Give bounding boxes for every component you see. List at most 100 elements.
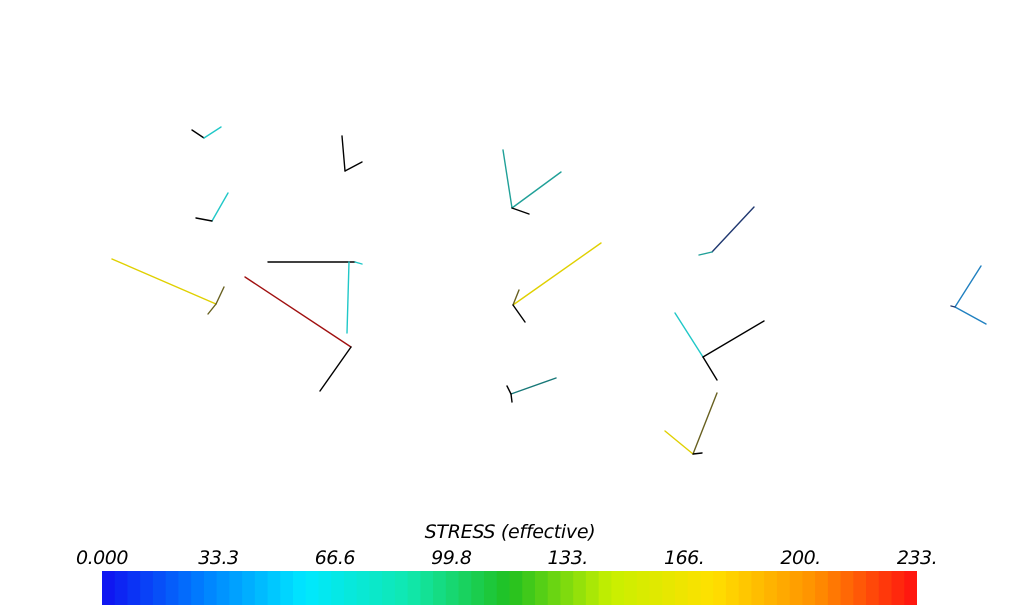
beam-segment (950, 305, 956, 308)
legend-tick-label: 200. (780, 547, 821, 569)
colorbar-cell (700, 571, 714, 605)
colorbar-cell (776, 571, 791, 605)
beam-segment (341, 135, 346, 172)
legend-tick-label: 233. (896, 547, 938, 569)
beam-segment (346, 261, 350, 334)
colorbar-cell (407, 571, 421, 605)
beam-segment (510, 393, 513, 403)
colorbar-cell (280, 571, 294, 605)
colorbar-cell (471, 571, 485, 605)
colorbar-cell (560, 571, 574, 605)
legend-tick-label: 66.6 (314, 547, 356, 569)
colorbar-cell (827, 571, 842, 605)
colorbar-cell (496, 571, 511, 605)
beam-segment (244, 276, 352, 348)
colorbar-cell (433, 571, 447, 605)
beam-segment (510, 377, 557, 395)
colorbar-cell (127, 571, 141, 605)
colorbar-cell (267, 571, 281, 605)
beam-segment (344, 161, 363, 172)
beam-segment (111, 258, 217, 305)
colorbar-cell (815, 571, 829, 605)
colorbar-cell (802, 571, 816, 605)
colorbar (102, 571, 917, 605)
beam-segment (354, 261, 363, 265)
beam-segment (207, 303, 217, 315)
colorbar-cell (242, 571, 256, 605)
colorbar-cell (165, 571, 179, 605)
colorbar-cell (369, 571, 383, 605)
beam-segment (954, 265, 982, 308)
legend-tick-label: 133. (547, 547, 589, 569)
colorbar-cell (573, 571, 587, 605)
colorbar-cell (764, 571, 778, 605)
colorbar-cell (636, 571, 651, 605)
colorbar-cell (356, 571, 371, 605)
beam-segment (511, 207, 530, 215)
colorbar-cell (751, 571, 765, 605)
colorbar-cell (254, 571, 269, 605)
colorbar-cell (866, 571, 880, 605)
colorbar-cell (318, 571, 332, 605)
beam-segment (195, 217, 213, 222)
colorbar-cell (191, 571, 205, 605)
beam-segment (692, 452, 703, 455)
colorbar-cell (522, 571, 536, 605)
colorbar-cell (229, 571, 243, 605)
colorbar-cell (840, 571, 854, 605)
colorbar-cell (178, 571, 192, 605)
colorbar-cell (102, 571, 116, 605)
beam-segment (954, 306, 987, 325)
colorbar-cell (458, 571, 472, 605)
colorbar-cell (624, 571, 638, 605)
colorbar-cell (114, 571, 129, 605)
beam-segment (512, 242, 602, 306)
legend-tick-label: 99.8 (431, 547, 472, 569)
colorbar-cell (687, 571, 702, 605)
colorbar-cell (140, 571, 154, 605)
legend-title: STRESS (effective) (424, 521, 596, 543)
colorbar-cell (725, 571, 740, 605)
beam-segment (692, 392, 718, 455)
beam-segment (319, 346, 352, 392)
legend-tick-label: 0.000 (76, 547, 128, 569)
beam-segment (674, 312, 704, 358)
colorbar-cell (420, 571, 434, 605)
colorbar-cell (293, 571, 307, 605)
colorbar-cell (585, 571, 600, 605)
colorbar-cell (878, 571, 893, 605)
colorbar-cell (445, 571, 460, 605)
beam-segment (215, 286, 225, 305)
colorbar-cell (343, 571, 358, 605)
beam-segment (203, 126, 222, 139)
colorbar-cell (713, 571, 727, 605)
colorbar-cell (382, 571, 396, 605)
beam-segment (702, 320, 765, 358)
beam-segment (702, 356, 718, 381)
beam-segment (511, 171, 562, 209)
colorbar-cell (649, 571, 663, 605)
colorbar-cell (305, 571, 320, 605)
beam-segment (512, 304, 526, 323)
colorbar-cell (509, 571, 523, 605)
colorbar-cell (662, 571, 676, 605)
beam-segment (191, 129, 205, 139)
beam-segment (664, 430, 694, 455)
colorbar-cell (611, 571, 625, 605)
colorbar-cell (484, 571, 498, 605)
beam-segment (698, 251, 713, 256)
beam-segment (506, 385, 512, 395)
beam-segment (711, 206, 755, 253)
colorbar-cell (331, 571, 345, 605)
colorbar-cell (738, 571, 753, 605)
colorbar-cell (598, 571, 612, 605)
beam-segment (512, 289, 520, 306)
colorbar-cell (853, 571, 867, 605)
legend-tick-label: 166. (663, 547, 705, 569)
colorbar-cell (904, 571, 917, 605)
colorbar-cell (789, 571, 803, 605)
legend-tick-label: 33.3 (198, 547, 239, 569)
colorbar-cell (203, 571, 218, 605)
beam-segment (502, 149, 513, 209)
